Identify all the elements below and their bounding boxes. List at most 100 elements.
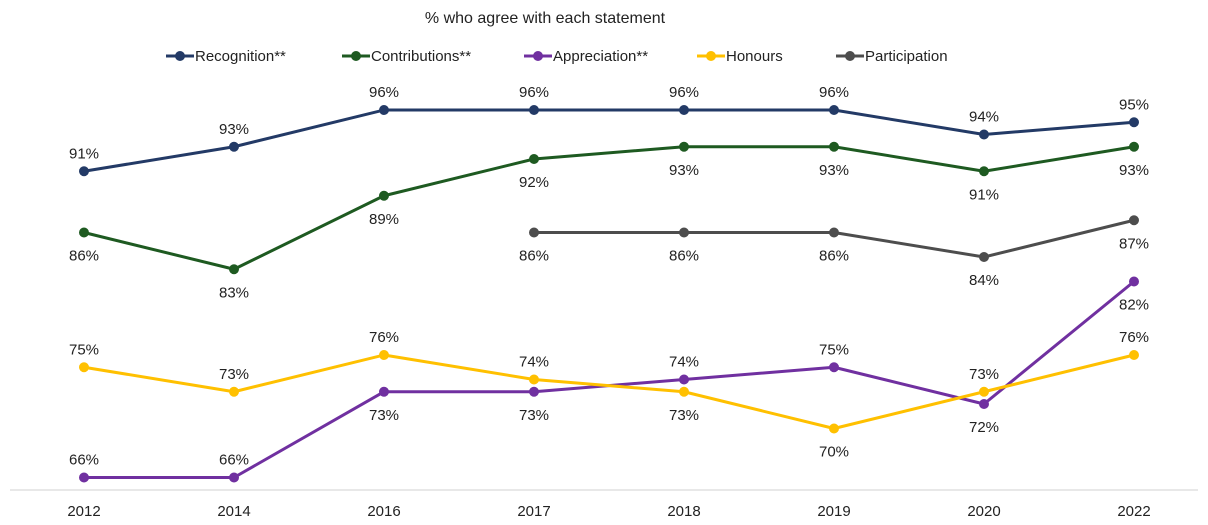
legend-swatch-marker — [533, 51, 543, 61]
data-point — [1129, 350, 1139, 360]
data-point — [229, 386, 239, 397]
data-point — [379, 350, 389, 360]
series-line-contributions — [83, 145, 1135, 271]
data-point — [1129, 215, 1139, 226]
chart-title: % who agree with each statement — [425, 10, 666, 27]
data-label: 95% — [1119, 96, 1149, 113]
data-point — [529, 227, 539, 238]
data-point — [1129, 276, 1139, 287]
series-honours — [79, 350, 1139, 434]
data-label: 75% — [69, 341, 99, 358]
series-participation — [529, 215, 1139, 262]
data-point — [229, 141, 239, 152]
data-label: 72% — [969, 419, 999, 436]
data-label: 82% — [1119, 297, 1149, 314]
data-label: 73% — [219, 366, 249, 383]
data-label: 86% — [69, 248, 99, 265]
legend-label: Appreciation** — [553, 48, 648, 65]
x-tick-label: 2012 — [67, 503, 100, 520]
legend-item-recognition: Recognition** — [166, 48, 286, 65]
data-point — [79, 472, 89, 483]
data-label: 93% — [1119, 162, 1149, 179]
x-tick-label: 2016 — [367, 503, 400, 520]
data-point — [529, 105, 539, 115]
data-label: 89% — [369, 211, 399, 228]
data-label: 92% — [519, 174, 549, 191]
data-label: 74% — [519, 354, 549, 371]
data-label: 73% — [369, 407, 399, 424]
series-line-honours — [83, 353, 1135, 430]
data-point — [679, 227, 689, 238]
legend-swatch-marker — [706, 51, 716, 61]
data-point — [79, 166, 89, 177]
data-label: 66% — [69, 452, 99, 469]
legend-item-participation: Participation — [836, 48, 948, 65]
data-label: 93% — [219, 121, 249, 138]
series-recognition — [79, 105, 1139, 177]
data-label: 93% — [669, 162, 699, 179]
x-tick-label: 2014 — [217, 503, 250, 520]
data-point — [1129, 117, 1139, 128]
legend: Recognition** Contributions** Appreciation… — [166, 48, 948, 65]
data-point — [979, 386, 989, 397]
data-label: 76% — [1119, 329, 1149, 346]
data-point — [229, 472, 239, 483]
data-point — [79, 362, 89, 373]
data-point — [979, 252, 989, 262]
data-point — [829, 362, 839, 373]
data-label: 96% — [819, 84, 849, 101]
series-contributions — [79, 141, 1139, 275]
legend-label: Participation — [865, 48, 948, 65]
data-point — [529, 386, 539, 397]
x-tick-label: 2018 — [667, 503, 700, 520]
data-label: 93% — [819, 162, 849, 179]
data-point — [979, 399, 989, 409]
data-label: 73% — [969, 366, 999, 383]
data-point — [679, 105, 689, 115]
data-point — [679, 386, 689, 397]
legend-item-honours: Honours — [697, 48, 783, 65]
data-label: 70% — [819, 444, 849, 461]
data-point — [379, 386, 389, 397]
data-label: 91% — [969, 186, 999, 203]
data-point — [529, 374, 539, 385]
data-point — [979, 129, 989, 140]
x-tick-label: 2020 — [967, 503, 1000, 520]
data-point — [829, 141, 839, 152]
data-label: 76% — [369, 329, 399, 346]
data-label: 91% — [69, 145, 99, 162]
data-label: 87% — [1119, 235, 1149, 252]
data-label: 84% — [969, 272, 999, 289]
x-tick-label: 2022 — [1117, 503, 1150, 520]
data-point — [529, 154, 539, 164]
x-axis-ticks: 2012 2014 2016 2017 2018 2019 2020 2022 — [67, 503, 1150, 520]
x-tick-label: 2017 — [517, 503, 550, 520]
legend-label: Honours — [726, 48, 783, 65]
data-point — [979, 166, 989, 177]
data-label: 66% — [219, 452, 249, 469]
data-point — [79, 227, 89, 238]
data-point — [829, 227, 839, 238]
data-point — [679, 374, 689, 385]
data-label: 86% — [819, 248, 849, 265]
legend-item-appreciation: Appreciation** — [524, 48, 648, 65]
data-point — [679, 141, 689, 152]
data-label: 73% — [669, 407, 699, 424]
data-label: 96% — [519, 84, 549, 101]
legend-label: Recognition** — [195, 48, 286, 65]
data-label: 86% — [669, 248, 699, 265]
legend-swatch-marker — [845, 51, 855, 61]
legend-label: Contributions** — [371, 48, 471, 65]
data-label: 75% — [819, 341, 849, 358]
data-label: 94% — [969, 109, 999, 126]
data-point — [229, 264, 239, 275]
data-label: 73% — [519, 407, 549, 424]
data-labels: 91% 93% 96% 96% 96% 96% 94% 95% 86% 83% 89% 92% 93% 9… — [69, 84, 1149, 469]
legend-item-contributions: Contributions** — [342, 48, 471, 65]
data-label: 96% — [669, 84, 699, 101]
data-point — [829, 105, 839, 115]
data-point — [1129, 141, 1139, 152]
legend-swatch-marker — [175, 51, 185, 61]
series-line-recognition — [83, 108, 1135, 173]
legend-swatch-marker — [351, 51, 361, 61]
